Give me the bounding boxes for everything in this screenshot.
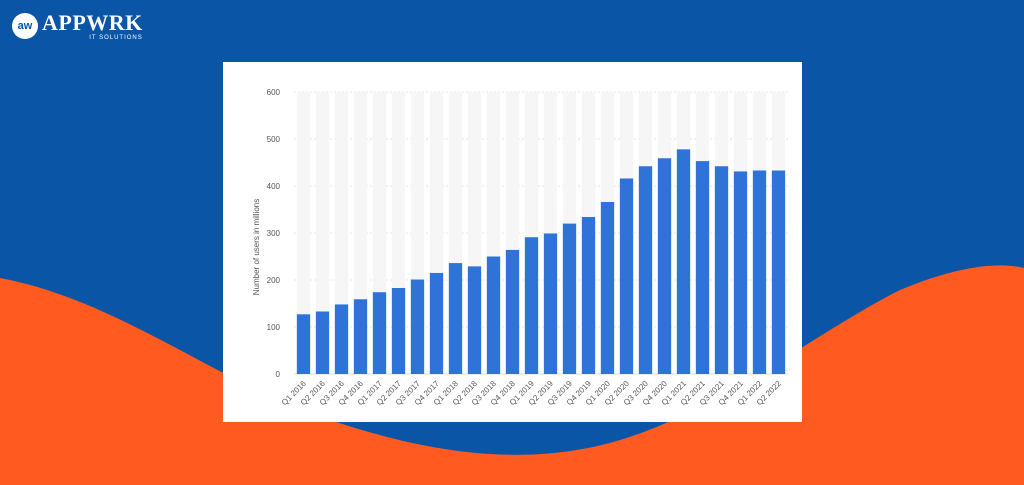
gridlines (294, 91, 788, 375)
brand-logo: aw APPWRK IT SOLUTIONS (12, 9, 143, 43)
bar (372, 292, 387, 374)
y-tick-label: 600 (267, 88, 281, 97)
bar (296, 314, 311, 374)
bar (467, 266, 482, 374)
y-tick-label: 300 (267, 229, 281, 238)
y-tick-labels: 0 100 200 300 400 500 600 (267, 88, 281, 379)
bar (619, 178, 634, 374)
bar (315, 311, 330, 374)
bar (543, 233, 558, 374)
bar (733, 171, 748, 374)
y-tick-label: 100 (267, 323, 281, 332)
bar (600, 201, 615, 374)
brand-badge-icon: aw (12, 13, 38, 39)
bar (353, 299, 368, 374)
bar (448, 263, 463, 374)
bar (771, 170, 786, 374)
y-axis-label: Number of users in millions (252, 199, 261, 295)
bar (657, 158, 672, 374)
bar (752, 170, 767, 374)
y-tick-label: 0 (276, 370, 281, 379)
bar (410, 279, 425, 374)
bar (676, 149, 691, 374)
bar (524, 237, 539, 374)
bar (714, 166, 729, 374)
bar (638, 166, 653, 374)
bar (562, 223, 577, 374)
bar-background (315, 92, 330, 374)
y-tick-label: 400 (267, 182, 281, 191)
bar (486, 256, 501, 374)
brand-tagline: IT SOLUTIONS (89, 34, 143, 41)
bars (296, 92, 786, 374)
bar (334, 304, 349, 374)
bar (505, 249, 520, 374)
background-orange-wave (0, 265, 1024, 485)
bar (581, 217, 596, 374)
brand-name: APPWRK (42, 9, 143, 35)
bar-background (296, 92, 311, 374)
y-tick-label: 200 (267, 276, 281, 285)
bar (391, 287, 406, 374)
chart-card: 0 100 200 300 400 500 600 Q1 2016 Q2 2016 Q3 201… (223, 62, 802, 422)
bar-background (334, 92, 349, 374)
y-tick-label: 500 (267, 135, 281, 144)
bar (695, 161, 710, 374)
bar (429, 272, 444, 374)
